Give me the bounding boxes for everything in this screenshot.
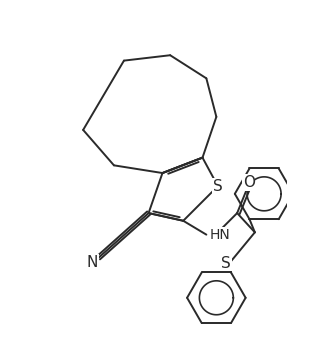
- Text: N: N: [87, 255, 98, 270]
- Text: HN: HN: [209, 228, 230, 242]
- Text: S: S: [221, 256, 231, 270]
- Text: O: O: [243, 175, 255, 190]
- Text: S: S: [213, 179, 223, 194]
